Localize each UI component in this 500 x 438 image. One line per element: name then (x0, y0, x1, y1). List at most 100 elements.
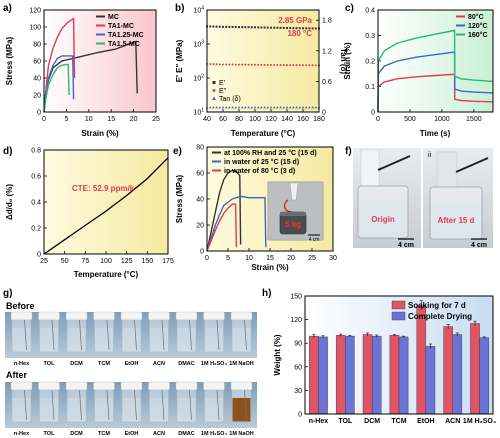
b-legend-label: Tan (δ) (219, 96, 241, 103)
b-point-0 (270, 26, 272, 29)
panel-d-bg (44, 150, 168, 254)
panel-h-plot: 0 30 60 90 120 150 n-Hex TOL DCM TCM EtOH ACN 1M H₂S… (290, 294, 496, 426)
vial-liquid (67, 328, 86, 352)
b-point-0 (231, 25, 234, 28)
b-point-2 (244, 106, 247, 109)
vial-cap (230, 381, 253, 391)
a-ytick-label: 120 (29, 8, 41, 15)
a-legend-label: TA1-MC (108, 23, 134, 30)
vial-film (79, 319, 82, 351)
b-point-0 (289, 27, 292, 30)
vial-film (216, 319, 220, 351)
vial-liquid (95, 328, 113, 352)
vial-liquid (67, 398, 86, 422)
b-point-1 (295, 64, 298, 67)
panel-a-legend: MC TA1-MC TA1.25-MC TA1.5-MC (96, 14, 144, 48)
vial-liquid (205, 398, 223, 422)
h-legend-swatch (391, 311, 406, 321)
vial-film (106, 319, 110, 351)
a-ytick-label: 80 (33, 42, 41, 49)
b-point-2 (208, 106, 212, 109)
panel-b-ylabel: E' E" (MPa) (175, 39, 184, 82)
vial-liquid (150, 328, 168, 352)
a-ytick-label: 0 (37, 110, 41, 117)
h-legend-swatch (391, 300, 406, 310)
a-legend-label: TA1.25-MC (108, 32, 144, 39)
b-point-2 (263, 106, 266, 109)
c-xtick-label: 1000 (434, 116, 450, 123)
a-ytick-label: 100 (29, 25, 41, 32)
film-sample (360, 149, 380, 187)
b-point-2 (269, 106, 273, 109)
b-ytick-right-label: 1.2 (322, 48, 332, 55)
b-point-1 (314, 64, 317, 67)
h-category-label: EtOH (417, 418, 435, 425)
panel-h-axes (304, 295, 494, 415)
c-legend-label: 120°C (468, 22, 488, 30)
b-point-2 (215, 106, 218, 109)
panel-c-axes (377, 9, 494, 113)
solvent-label: TCM (98, 361, 110, 367)
h-bar-1 (371, 335, 382, 415)
e-ytick-label: 20 (196, 223, 204, 230)
b-point-1 (289, 64, 292, 67)
b-point-1 (311, 64, 314, 67)
vial-cap (203, 381, 225, 391)
b-point-2 (301, 106, 305, 109)
d-series-0 (43, 157, 169, 255)
panel-d-label: d) (3, 146, 12, 157)
b-point-1 (286, 64, 288, 67)
c-ytick-label: 0.1 (365, 84, 375, 91)
solvent-label: 1M NaOH (229, 361, 253, 367)
panel-e-inset-photo: 5 kg 4 cm (267, 181, 324, 243)
e-xtick-label: 30 (329, 255, 337, 262)
a-xtick-label: 15 (107, 116, 115, 123)
b-point-0 (260, 26, 263, 29)
vial-film (134, 319, 137, 351)
e-xtick-label: 15 (266, 255, 274, 262)
b-ytick-label: 104 (193, 6, 204, 15)
vials-after (10, 381, 253, 423)
e-ytick-label: 80 (196, 145, 204, 152)
b-point-2 (304, 106, 308, 109)
b-point-1 (254, 63, 256, 66)
tweezers-after (455, 157, 489, 173)
panel-d-plot: 25 50 75 100 125 150 175 0 0.2 0.4 0.6 0.8 (31, 148, 174, 266)
b-point-2 (250, 106, 254, 109)
b-point-0 (298, 27, 301, 30)
label-before: Before (6, 301, 35, 311)
sample-strip (289, 182, 299, 201)
h-ytick-label: 150 (290, 294, 302, 301)
d-xtick-label: 75 (81, 258, 89, 265)
panel-d-axes (43, 149, 169, 255)
panel-c-ylabel: Strain (%) (343, 42, 352, 80)
b-point-1 (238, 63, 240, 66)
vial-film (24, 389, 27, 421)
b-ytick-label: 101 (193, 108, 204, 117)
h-ytick-label: 60 (294, 364, 302, 371)
vial-film (51, 389, 55, 421)
panel-d-cte-annotation: CTE: 52.9 ppm/k (72, 184, 135, 193)
vial-cap (65, 381, 88, 391)
vial-film (24, 319, 27, 351)
b-legend-label: E" (219, 88, 227, 95)
photo-after: ii After 15 d 4 cm (423, 148, 493, 249)
a-xtick-label: 10 (85, 116, 93, 123)
b-point-1 (308, 64, 311, 67)
panel-b-xlabel: Temperature (°C) (231, 129, 296, 138)
b-point-2 (276, 106, 279, 109)
b-point-1 (270, 63, 272, 66)
solvent-label: 1M H₂SO₄ (201, 431, 228, 437)
a-series-1 (43, 17, 76, 113)
panel-e-axes (206, 146, 334, 252)
panel-e-plot: 0 5 10 15 20 25 30 0 20 40 60 80 (196, 145, 337, 263)
panel-d: d) 25 50 75 100 125 150 175 0 0.2 0.4 0.6 0.8 CTE: … (3, 146, 174, 279)
b-point-1 (231, 63, 234, 66)
b-point-2 (282, 106, 286, 109)
b-point-1 (222, 63, 224, 66)
solvent-label: DMAC (178, 431, 195, 437)
e-ytick-label: 60 (196, 171, 204, 178)
